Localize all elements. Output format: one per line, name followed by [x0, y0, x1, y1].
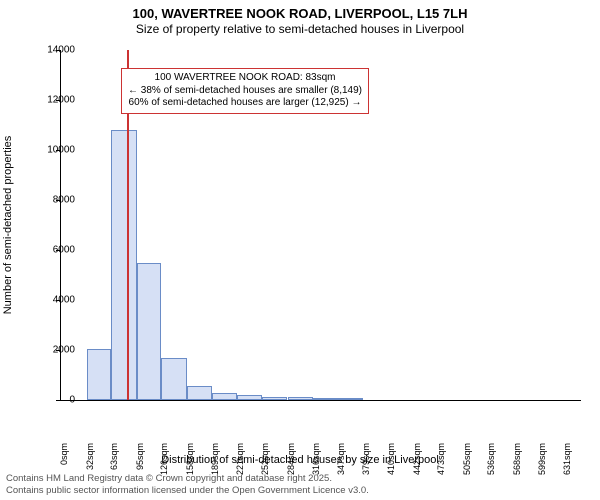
y-tick-label: 12000: [47, 95, 75, 106]
y-tick: [56, 300, 60, 301]
histogram-bar: [262, 397, 288, 400]
y-tick: [56, 400, 60, 401]
histogram-bar: [87, 349, 112, 400]
y-axis-label: Number of semi-detached properties: [2, 136, 14, 315]
histogram-bar: [288, 397, 314, 400]
y-tick-label: 0: [69, 395, 75, 406]
chart-title: 100, WAVERTREE NOOK ROAD, LIVERPOOL, L15…: [0, 0, 600, 22]
histogram-bar: [187, 386, 212, 400]
y-tick: [56, 150, 60, 151]
histogram-bar: [161, 358, 187, 401]
histogram-bar: [313, 398, 338, 401]
footer-attribution: Contains HM Land Registry data © Crown c…: [6, 473, 369, 496]
y-tick: [56, 100, 60, 101]
annotation-line-1: 100 WAVERTREE NOOK ROAD: 83sqm: [128, 72, 362, 85]
y-tick-label: 14000: [47, 45, 75, 56]
histogram-bar: [111, 130, 137, 400]
chart-subtitle: Size of property relative to semi-detach…: [0, 22, 600, 40]
histogram-bar: [237, 395, 262, 400]
annotation-line-2: ← 38% of semi-detached houses are smalle…: [128, 85, 362, 98]
y-tick: [56, 50, 60, 51]
histogram-bar: [338, 398, 364, 400]
x-axis-label: Distribution of semi-detached houses by …: [0, 454, 600, 466]
y-tick-label: 10000: [47, 145, 75, 156]
histogram-bar: [212, 393, 238, 401]
y-tick: [56, 200, 60, 201]
footer-line-1: Contains HM Land Registry data © Crown c…: [6, 473, 369, 484]
annotation-box: 100 WAVERTREE NOOK ROAD: 83sqm← 38% of s…: [121, 68, 369, 114]
footer-line-2: Contains public sector information licen…: [6, 485, 369, 496]
y-tick: [56, 250, 60, 251]
annotation-line-3: 60% of semi-detached houses are larger (…: [128, 97, 362, 110]
y-tick: [56, 350, 60, 351]
chart-plot-area: 100 WAVERTREE NOOK ROAD: 83sqm← 38% of s…: [60, 50, 581, 401]
histogram-bar: [137, 263, 162, 401]
